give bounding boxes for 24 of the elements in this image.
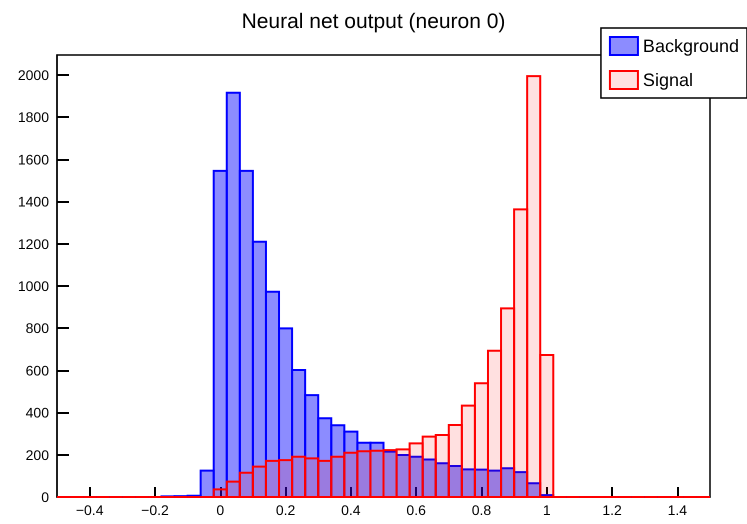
y-tick-label: 800 — [26, 320, 50, 336]
x-tick-label: 0.8 — [472, 502, 492, 518]
x-tick-label: 0.2 — [276, 502, 296, 518]
x-tick-label: 0.4 — [341, 502, 361, 518]
legend-label: Signal — [642, 70, 693, 90]
y-tick-label: 400 — [26, 404, 50, 421]
x-tick-label: 1 — [542, 502, 551, 518]
x-tick-label: −0.2 — [141, 502, 169, 518]
x-tick-label: 1.4 — [668, 502, 688, 518]
y-tick-label: 1400 — [18, 194, 50, 210]
y-tick-label: 600 — [26, 362, 50, 378]
y-tick-label: 1000 — [18, 278, 50, 294]
x-tick-label: 0.6 — [406, 502, 426, 518]
x-tick-label: 1.2 — [602, 502, 622, 518]
x-tick-label: 0 — [216, 502, 224, 518]
y-tick-label: 1600 — [18, 151, 50, 168]
chart-title: Neural net output (neuron 0) — [242, 10, 506, 33]
y-tick-label: 200 — [26, 446, 50, 463]
y-tick-label: 1800 — [18, 109, 50, 126]
y-tick-label: 1200 — [18, 236, 50, 252]
y-tick-label: 2000 — [18, 67, 50, 84]
y-tick-label: 0 — [41, 489, 50, 505]
x-tick-label: −0.4 — [76, 502, 104, 518]
legend-label: Background — [642, 36, 740, 56]
